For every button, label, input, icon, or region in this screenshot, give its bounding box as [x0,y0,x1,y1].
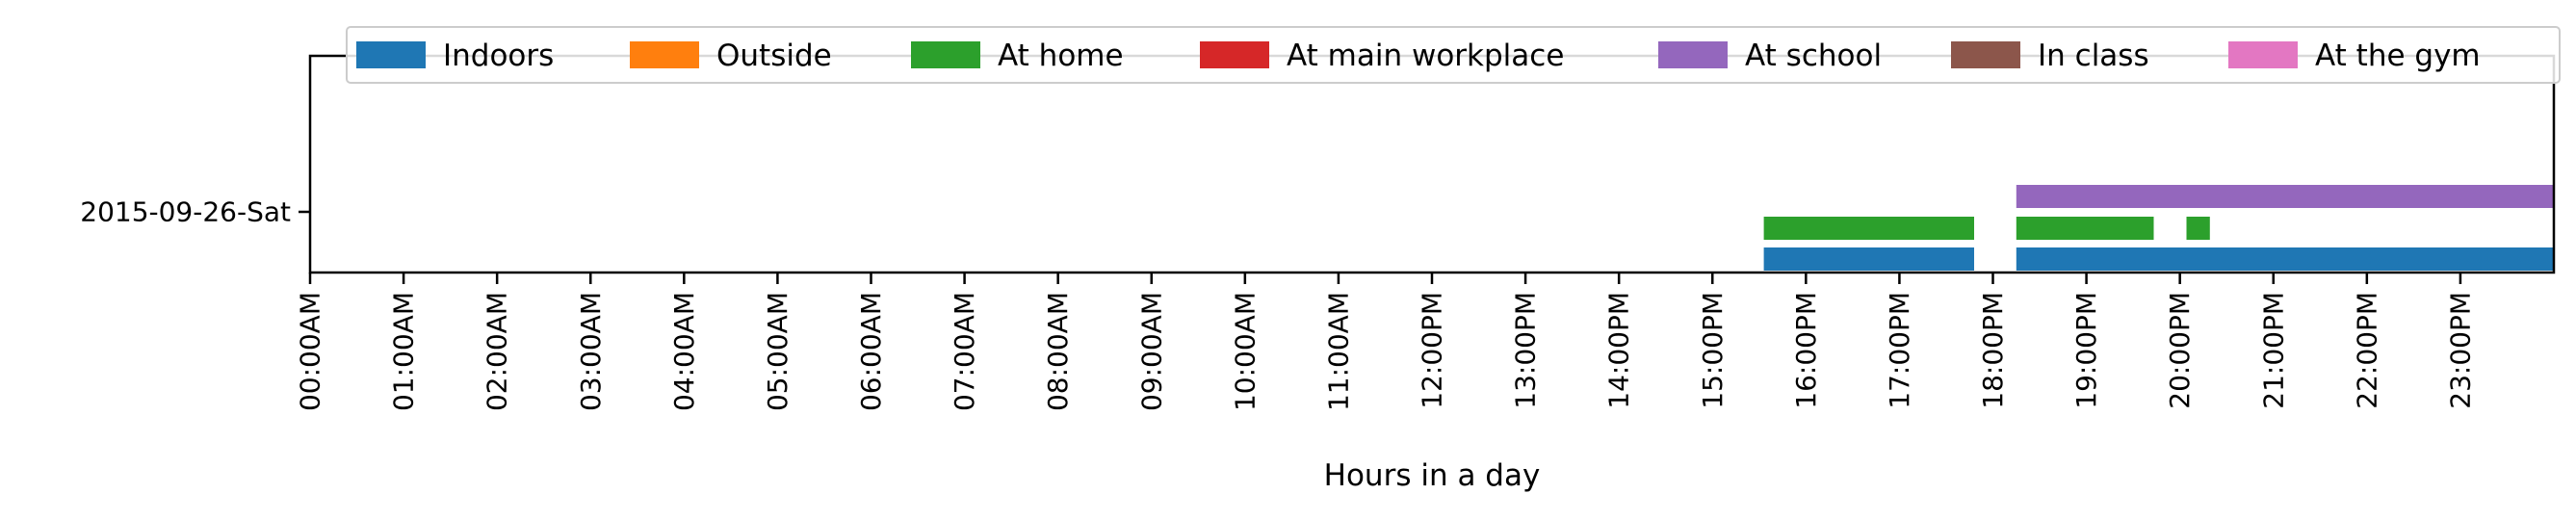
x-tick-label: 12:00PM [1417,292,1448,409]
x-tick-label: 20:00PM [2164,292,2196,409]
x-tick-label: 17:00PM [1884,292,1915,409]
x-tick-label: 11:00AM [1322,292,1354,411]
x-tick-label: 03:00AM [575,292,607,411]
y-axis-ticks: 2015-09-26-Sat [80,196,310,228]
legend-swatch-at-home [911,41,980,68]
plot-axes [308,54,2556,274]
legend-swatch-at-main-workplace [1200,41,1269,68]
x-tick-label: 16:00PM [1790,292,1822,409]
x-axis-ticks: 00:00AM 01:00AM 02:00AM 03:00AM 04:00AM 05:00… [295,273,2476,411]
x-tick-label: 22:00PM [2351,292,2382,409]
x-tick-label: 09:00AM [1135,292,1167,411]
x-tick-label: 18:00PM [1977,292,2009,409]
bar-at-home-1 [1763,217,1974,240]
activity-bars [1763,185,2554,271]
legend-label-indoors: Indoors [443,39,554,73]
x-tick-label: 23:00PM [2444,292,2476,409]
x-tick-label: 10:00AM [1229,292,1261,411]
x-tick-label: 15:00PM [1697,292,1729,409]
legend-label-at-the-gym: At the gym [2315,39,2481,73]
bar-at-home-2 [2016,217,2154,240]
x-tick-label: 07:00AM [949,292,980,411]
legend-label-in-class: In class [2038,39,2149,73]
legend-swatch-indoors [356,41,426,68]
legend-swatch-outside [630,41,699,68]
x-tick-label: 02:00AM [481,292,513,411]
plot-frame [308,54,2556,274]
legend-swatch-at-the-gym [2228,41,2298,68]
legend-label-at-school: At school [1745,39,1882,73]
legend-label-at-home: At home [998,39,1124,73]
y-tick-label: 2015-09-26-Sat [80,196,291,228]
x-tick-label: 01:00AM [388,292,420,411]
x-axis-label: Hours in a day [1324,458,1541,493]
x-tick-label: 19:00PM [2070,292,2102,409]
legend-swatch-in-class [1951,41,2020,68]
bar-indoors-2 [2016,247,2554,271]
legend-label-at-main-workplace: At main workplace [1287,39,1564,73]
x-tick-label: 08:00AM [1042,292,1074,411]
x-tick-label: 04:00AM [668,292,700,411]
legend-swatch-at-school [1658,41,1728,68]
bar-at-school-1 [2016,185,2554,208]
x-tick-label: 13:00PM [1510,292,1542,409]
legend-frame [346,26,2561,84]
legend: Indoors Outside At home At main workplace At… [346,26,2561,84]
bar-indoors-1 [1763,247,1974,271]
x-tick-label: 00:00AM [295,292,326,411]
x-tick-label: 14:00PM [1603,292,1635,409]
x-tick-label: 06:00AM [855,292,887,411]
legend-label-outside: Outside [716,39,832,73]
x-tick-label: 05:00AM [762,292,794,411]
bar-at-home-3 [2186,217,2210,240]
x-tick-label: 21:00PM [2257,292,2289,409]
